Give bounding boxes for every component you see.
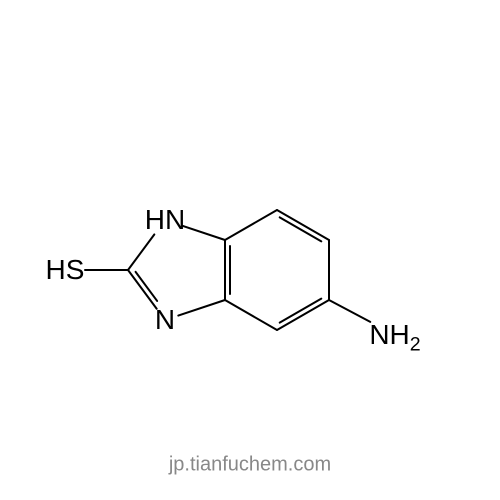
watermark-text: jp.tianfuchem.com (169, 454, 331, 477)
atom-label-nh2: NH2 (369, 321, 420, 349)
atom-label-sh: HS (46, 256, 85, 284)
atom-label-n1: HN (145, 206, 185, 234)
atom-label-n3: N (155, 306, 175, 334)
bond-layer (0, 0, 500, 500)
structure-canvas: HS HN N NH2 jp.tianfuchem.com (0, 0, 500, 500)
